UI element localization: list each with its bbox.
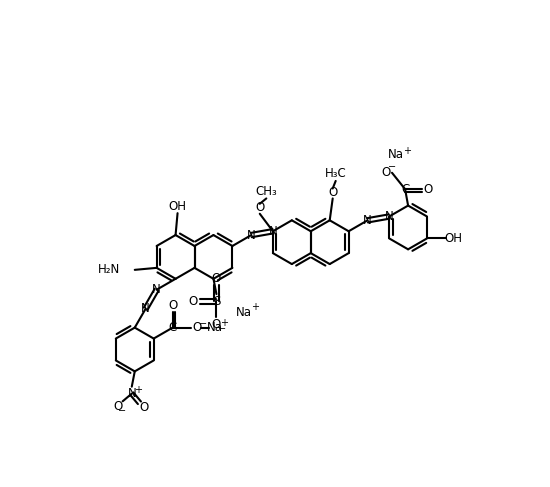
Text: +: + — [251, 302, 259, 312]
Text: −: − — [388, 162, 396, 172]
Text: +: + — [220, 318, 228, 328]
Text: O: O — [255, 201, 265, 214]
Text: N: N — [128, 387, 136, 400]
Text: N: N — [152, 283, 161, 296]
Text: O: O — [189, 295, 197, 308]
Text: N: N — [385, 210, 393, 223]
Text: H₃C: H₃C — [325, 168, 347, 181]
Text: +: + — [403, 146, 411, 156]
Text: N: N — [247, 228, 256, 242]
Text: O: O — [140, 401, 149, 414]
Text: Na: Na — [236, 305, 252, 318]
Text: O: O — [168, 299, 177, 312]
Text: −: − — [218, 324, 227, 335]
Text: Na: Na — [207, 321, 223, 334]
Text: Na: Na — [388, 148, 404, 161]
Text: O: O — [424, 183, 433, 196]
Text: OH: OH — [168, 200, 186, 213]
Text: C: C — [401, 183, 409, 196]
Text: O: O — [328, 186, 337, 199]
Text: O: O — [212, 318, 221, 331]
Text: H₂N: H₂N — [97, 263, 120, 276]
Text: −: − — [199, 318, 207, 329]
Text: +: + — [134, 385, 142, 394]
Text: O: O — [113, 400, 122, 413]
Text: CH₃: CH₃ — [255, 185, 277, 198]
Text: O: O — [212, 272, 221, 285]
Text: N: N — [363, 214, 372, 227]
Text: N: N — [141, 302, 150, 315]
Text: N: N — [268, 225, 277, 238]
Text: C: C — [168, 321, 177, 334]
Text: −: − — [118, 406, 126, 416]
Text: O: O — [192, 321, 202, 334]
Text: S: S — [213, 295, 220, 308]
Text: OH: OH — [444, 232, 463, 245]
Text: O: O — [381, 166, 390, 179]
